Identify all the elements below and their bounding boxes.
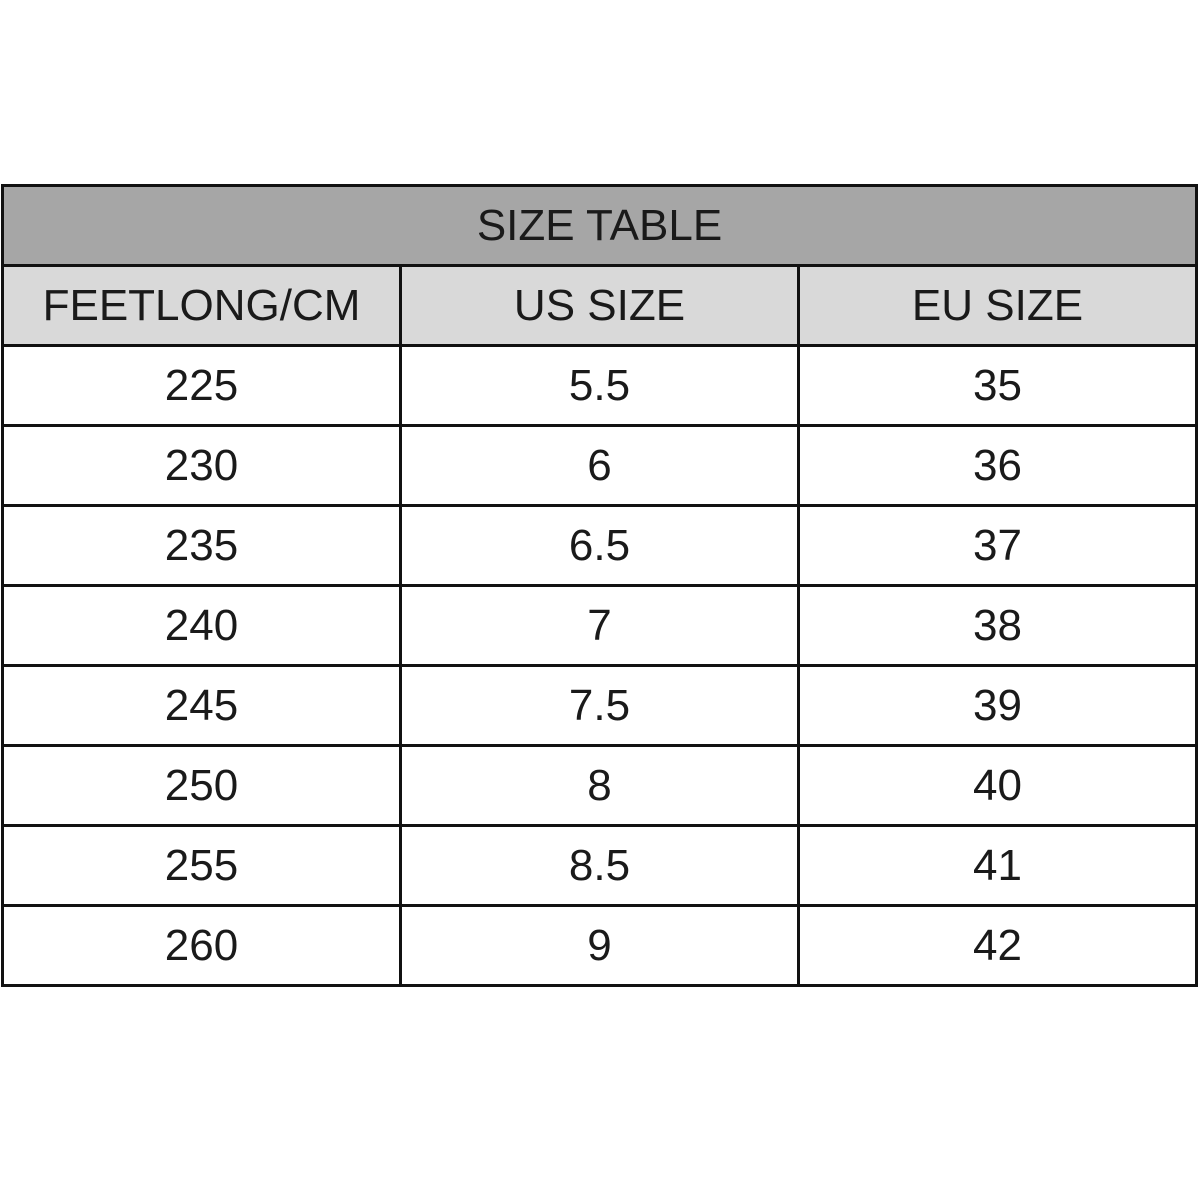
table-row: 225 5.5 35 [1,344,1198,427]
eu-size-cell: 41 [797,824,1198,907]
us-size-cell: 6.5 [399,504,800,587]
us-size-cell: 9 [399,904,800,987]
table-row: 230 6 36 [1,424,1198,507]
header-row: FEETLONG/CM US SIZE EU SIZE [1,264,1198,347]
feetlong-cell: 235 [1,504,402,587]
feetlong-cell: 250 [1,744,402,827]
table-row: 235 6.5 37 [1,504,1198,587]
column-header-eu-size: EU SIZE [797,264,1198,347]
table-title: SIZE TABLE [1,184,1198,267]
table-row: 260 9 42 [1,904,1198,987]
us-size-cell: 7 [399,584,800,667]
feetlong-cell: 260 [1,904,402,987]
size-table: SIZE TABLE FEETLONG/CM US SIZE EU SIZE 2… [1,184,1198,987]
feetlong-cell: 225 [1,344,402,427]
us-size-cell: 5.5 [399,344,800,427]
feetlong-cell: 255 [1,824,402,907]
table-row: 245 7.5 39 [1,664,1198,747]
feetlong-cell: 245 [1,664,402,747]
table-row: 240 7 38 [1,584,1198,667]
us-size-cell: 6 [399,424,800,507]
feetlong-cell: 230 [1,424,402,507]
eu-size-cell: 38 [797,584,1198,667]
column-header-us-size: US SIZE [399,264,800,347]
us-size-cell: 8.5 [399,824,800,907]
title-row: SIZE TABLE [1,184,1198,267]
us-size-cell: 7.5 [399,664,800,747]
eu-size-cell: 35 [797,344,1198,427]
feetlong-cell: 240 [1,584,402,667]
us-size-cell: 8 [399,744,800,827]
table-row: 255 8.5 41 [1,824,1198,907]
eu-size-cell: 42 [797,904,1198,987]
table-row: 250 8 40 [1,744,1198,827]
eu-size-cell: 40 [797,744,1198,827]
eu-size-cell: 37 [797,504,1198,587]
eu-size-cell: 39 [797,664,1198,747]
eu-size-cell: 36 [797,424,1198,507]
column-header-feetlong: FEETLONG/CM [1,264,402,347]
